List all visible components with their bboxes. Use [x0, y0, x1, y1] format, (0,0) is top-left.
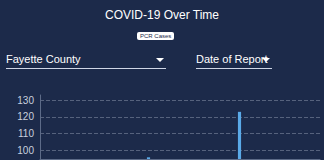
svg-text:130: 130: [17, 95, 34, 106]
html-text:Fayette County: Fayette County: [6, 53, 81, 65]
svg-text:120: 120: [17, 111, 34, 122]
svg-text:110: 110: [18, 128, 34, 139]
html-text:Date of Report: Date of Report: [196, 53, 268, 65]
svg-text:100: 100: [17, 145, 34, 156]
html-text:COVID-19 Over Time: COVID-19 Over Time: [105, 8, 219, 22]
html-text:PCR Cases: PCR Cases: [140, 33, 172, 39]
